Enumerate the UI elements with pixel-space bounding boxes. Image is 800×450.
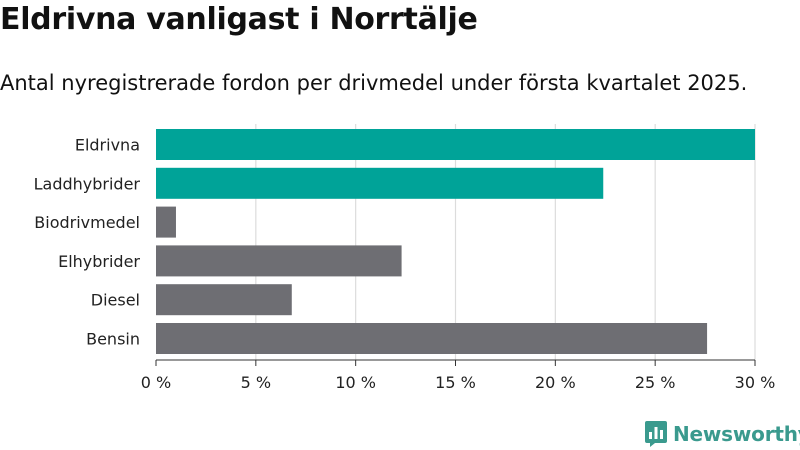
x-tick-label: 25 % [635,373,676,392]
x-tick-label: 10 % [335,373,376,392]
category-label: Laddhybrider [34,174,141,193]
brand-logo: Newsworthy [645,420,800,448]
bar-laddhybrider [156,167,604,199]
category-label: Elhybrider [58,252,140,271]
bars [156,129,755,354]
chart-title: Eldrivna vanligast i Norrtälje [0,2,478,37]
chart-subtitle: Antal nyregistrerade fordon per drivmede… [0,71,748,95]
bar-bensin [156,323,708,354]
bar-biodrivmedel [156,206,176,238]
x-tick-label: 15 % [435,373,476,392]
category-labels: Eldrivna Laddhybrider Biodrivmedel Elhybrid… [34,136,141,349]
x-tick-label: 5 % [241,373,271,392]
x-tick-label: 20 % [535,373,576,392]
bar-chart: Eldrivna Laddhybrider Biodrivmedel Elhybrid… [34,124,776,392]
category-label: Bensin [86,330,140,349]
category-label: Diesel [91,291,140,310]
bar-elhybrider [156,245,402,277]
x-tick-label: 30 % [735,373,776,392]
category-label: Eldrivna [75,136,140,155]
category-label: Biodrivmedel [34,213,140,232]
x-tick-label: 0 % [141,373,171,392]
gridlines [255,124,756,360]
newsworthy-logo-icon [645,421,667,447]
x-tick-labels: 0 % 5 % 10 % 15 % 20 % 25 % 30 % [141,373,776,392]
x-axis [155,359,756,366]
bar-diesel [156,284,292,316]
brand-name: Newsworthy [673,422,800,446]
bar-eldrivna [156,129,755,160]
